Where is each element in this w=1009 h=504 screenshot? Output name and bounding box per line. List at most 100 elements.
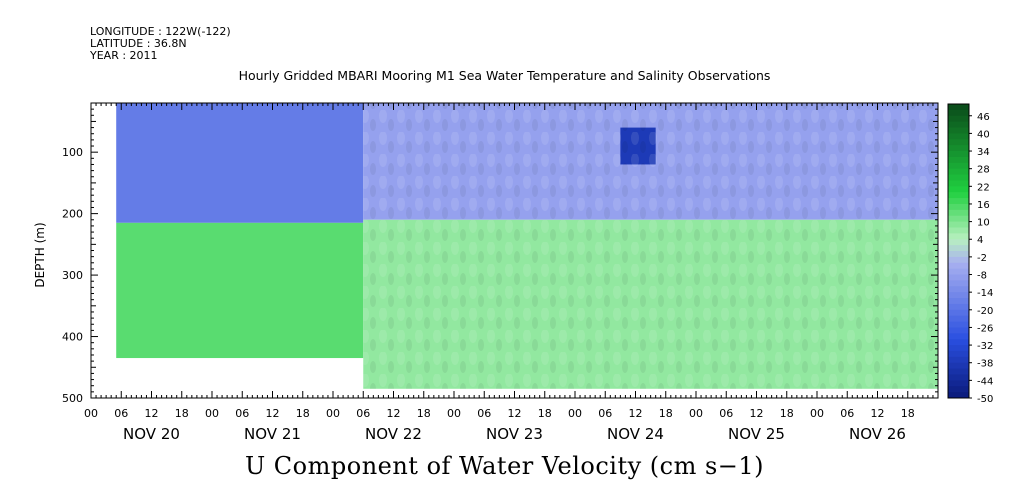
x-hour-label: 06 — [598, 407, 612, 420]
x-hour-label: 18 — [780, 407, 794, 420]
colorbar-band — [948, 315, 969, 323]
x-axis: 00 06 12 18 00 06 12 18 00 06 12 18 00 06 12 18 00 06 12 18… — [84, 103, 939, 443]
x-date-label: NOV 25 — [728, 425, 785, 443]
colorbar-band — [948, 227, 969, 234]
colorbar-band — [948, 268, 969, 276]
x-axis-label: U Component of Water Velocity (cm s−1) — [244, 452, 765, 480]
colorbar-label: -38 — [977, 359, 993, 370]
colorbar-band — [948, 274, 969, 281]
colorbar-label: -20 — [977, 306, 993, 317]
colorbar-band — [948, 127, 969, 134]
longitude-label: LONGITUDE : 122W(-122) — [90, 25, 231, 38]
x-hour-label: 00 — [205, 407, 219, 420]
x-hour-label: 00 — [689, 407, 703, 420]
year-label: YEAR : 2011 — [90, 49, 158, 62]
colorbar-band — [948, 386, 969, 393]
heatmap-texture-3 — [363, 219, 938, 389]
colorbar-band — [948, 221, 969, 228]
colorbar-band — [948, 321, 969, 328]
colorbar-band — [948, 251, 969, 258]
colorbar-band — [948, 327, 969, 334]
x-hour-label: 12 — [266, 407, 280, 420]
colorbar-label: 40 — [977, 129, 990, 140]
colorbar-band — [948, 192, 969, 199]
y-tick-label: 400 — [62, 331, 83, 344]
y-axis: 100 200 300 400 500 — [62, 102, 938, 405]
colorbar-band — [948, 156, 969, 164]
colorbar-label: 22 — [977, 182, 990, 193]
plot-area — [90, 102, 939, 399]
colorbar-band — [948, 298, 969, 305]
colorbar-band — [948, 339, 969, 346]
heatmap-cell-0 — [116, 103, 364, 223]
colorbar: -50 -44 -38 -32 -26 -20 -14 -8 -2 4 10 16 22 28 34 40 46 — [947, 103, 993, 405]
x-hour-label: 18 — [417, 407, 431, 420]
colorbar-label: -50 — [977, 394, 993, 405]
colorbar-label: 34 — [977, 147, 990, 158]
colorbar-band — [948, 115, 969, 123]
x-date-label: NOV 26 — [849, 425, 906, 443]
colorbar-band — [948, 362, 969, 370]
x-hour-label: 12 — [871, 407, 885, 420]
colorbar-band — [948, 350, 969, 358]
colorbar-band — [948, 262, 969, 270]
colorbar-label: -32 — [977, 341, 993, 352]
colorbar-band — [948, 104, 969, 111]
colorbar-label: 16 — [977, 200, 990, 211]
x-hour-label: 06 — [356, 407, 370, 420]
x-hour-label: 00 — [326, 407, 340, 420]
colorbar-band — [948, 168, 969, 176]
x-hour-label: 06 — [840, 407, 854, 420]
colorbar-label: -14 — [977, 288, 993, 299]
colorbar-band — [948, 133, 969, 140]
colorbar-label: 28 — [977, 165, 990, 176]
x-hour-label: 18 — [901, 407, 915, 420]
colorbar-band — [948, 145, 969, 152]
colorbar-band — [948, 109, 969, 117]
colorbar-band — [948, 380, 969, 387]
x-date-label: NOV 23 — [486, 425, 543, 443]
colorbar-band — [948, 333, 969, 340]
x-hour-label: 12 — [629, 407, 643, 420]
colorbar-band — [948, 392, 969, 399]
colorbar-band — [948, 309, 969, 317]
colorbar-band — [948, 215, 969, 223]
heatmap-texture-4 — [620, 127, 656, 165]
colorbar-band — [948, 256, 969, 264]
colorbar-band — [948, 286, 969, 293]
y-tick-label: 300 — [62, 269, 83, 282]
x-hour-label: 06 — [235, 407, 249, 420]
colorbar-band — [948, 180, 969, 187]
x-date-label: NOV 21 — [244, 425, 301, 443]
x-hour-label: 18 — [296, 407, 310, 420]
colorbar-band — [948, 139, 969, 146]
colorbar-label: -26 — [977, 323, 993, 334]
x-hour-label: 00 — [84, 407, 98, 420]
colorbar-band — [948, 186, 969, 193]
colorbar-band — [948, 233, 969, 240]
colorbar-frame — [947, 103, 970, 399]
x-hour-label: 18 — [659, 407, 673, 420]
x-hour-label: 00 — [568, 407, 582, 420]
colorbar-band — [948, 345, 969, 352]
x-hour-label: 18 — [538, 407, 552, 420]
colorbar-band — [948, 203, 969, 211]
colorbar-band — [948, 245, 969, 252]
x-hour-label: 12 — [387, 407, 401, 420]
colorbar-label: 10 — [977, 218, 990, 229]
colorbar-band — [948, 151, 969, 158]
x-hour-label: 12 — [508, 407, 522, 420]
x-hour-label: 06 — [114, 407, 128, 420]
colorbar-band — [948, 374, 969, 381]
latitude-label: LATITUDE : 36.8N — [90, 37, 187, 50]
x-date-label: NOV 20 — [123, 425, 180, 443]
colorbar-band — [948, 198, 969, 205]
colorbar-label: -44 — [977, 376, 993, 387]
colorbar-band — [948, 356, 969, 364]
colorbar-band — [948, 280, 969, 287]
x-date-label: NOV 24 — [607, 425, 664, 443]
y-tick-label: 100 — [62, 146, 83, 159]
y-axis-label: DEPTH (m) — [33, 222, 47, 287]
y-tick-label: 200 — [62, 208, 83, 221]
